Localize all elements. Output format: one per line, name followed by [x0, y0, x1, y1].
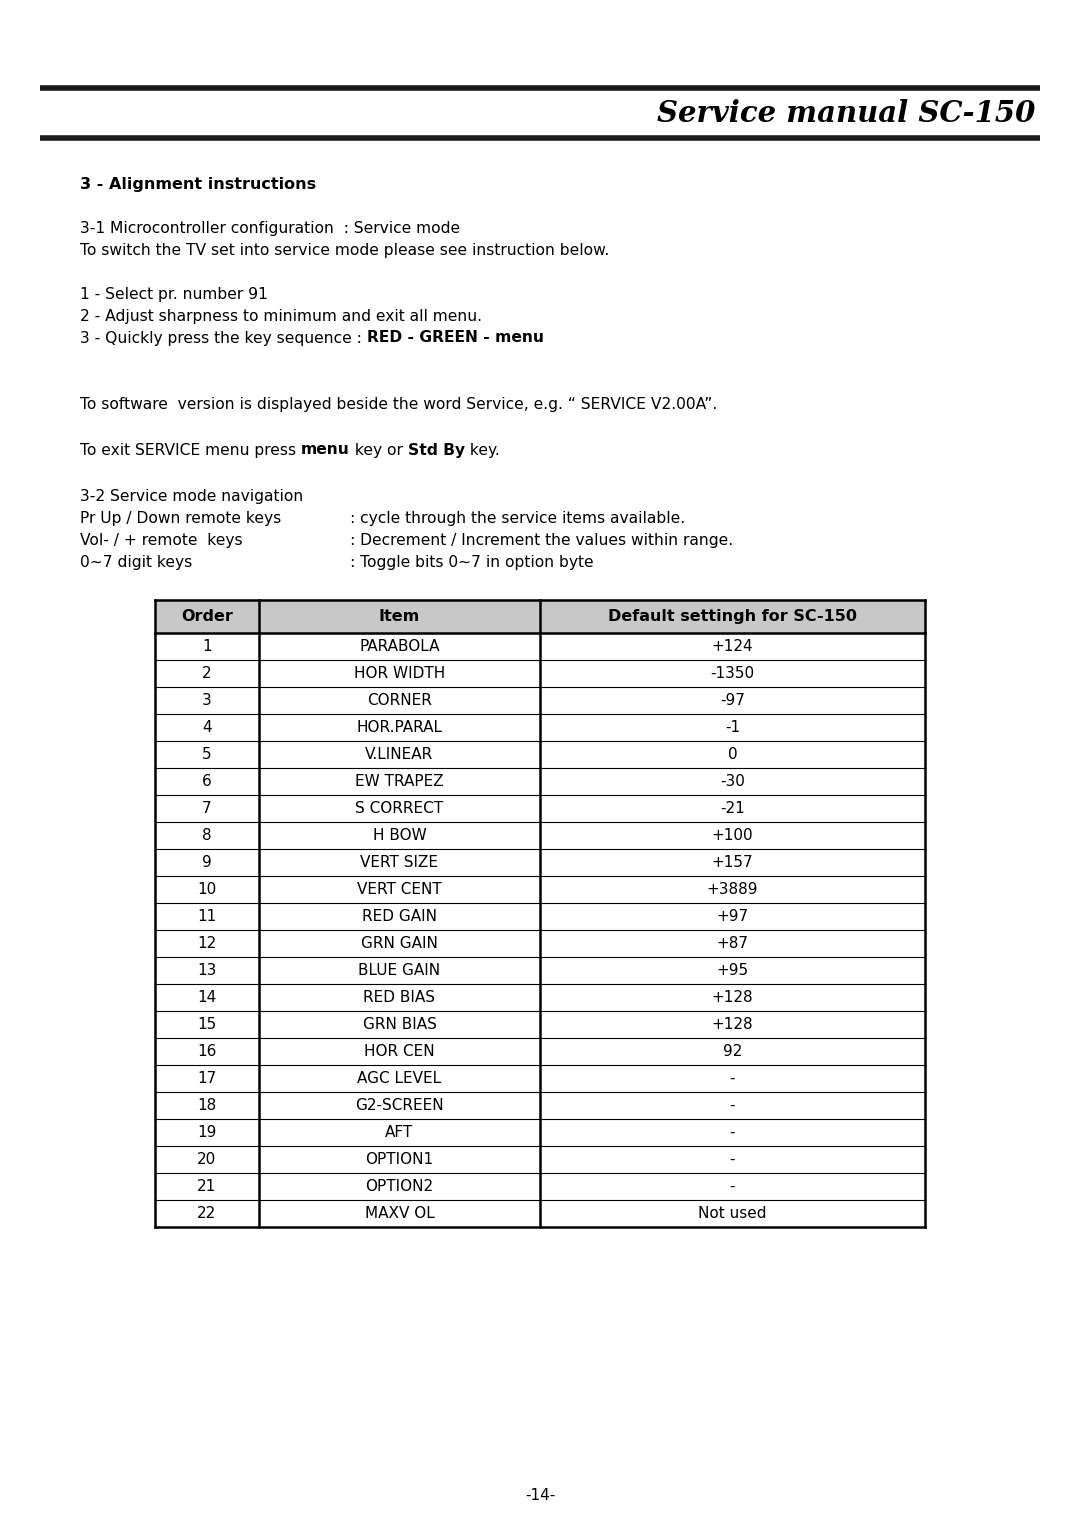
Text: -: - [730, 1125, 735, 1140]
Text: 17: 17 [198, 1071, 217, 1087]
Text: H BOW: H BOW [373, 829, 427, 842]
Text: 22: 22 [198, 1206, 217, 1221]
Text: -: - [730, 1099, 735, 1112]
Text: OPTION2: OPTION2 [365, 1180, 433, 1193]
Text: HOR CEN: HOR CEN [364, 1044, 435, 1059]
Text: 15: 15 [198, 1016, 217, 1032]
Text: To software  version is displayed beside the word Service, e.g. “ SERVICE V2.00A: To software version is displayed beside … [80, 397, 717, 412]
Text: RED GAIN: RED GAIN [362, 909, 437, 925]
Text: key.: key. [464, 443, 499, 458]
Text: AFT: AFT [386, 1125, 414, 1140]
Text: +128: +128 [712, 990, 754, 1006]
Text: EW TRAPEZ: EW TRAPEZ [355, 774, 444, 789]
Text: HOR WIDTH: HOR WIDTH [354, 665, 445, 681]
Text: 19: 19 [198, 1125, 217, 1140]
Text: Std By: Std By [407, 443, 464, 458]
Text: +3889: +3889 [706, 882, 758, 897]
Text: -: - [730, 1180, 735, 1193]
Text: AGC LEVEL: AGC LEVEL [357, 1071, 442, 1087]
Text: -1350: -1350 [711, 665, 755, 681]
Text: 5: 5 [202, 748, 212, 761]
Text: -30: -30 [720, 774, 745, 789]
Text: -1: -1 [725, 720, 740, 736]
Text: -21: -21 [720, 801, 745, 816]
Text: +128: +128 [712, 1016, 754, 1032]
Text: 9: 9 [202, 855, 212, 870]
Text: GRN BIAS: GRN BIAS [363, 1016, 436, 1032]
Text: 4: 4 [202, 720, 212, 736]
Text: To switch the TV set into service mode please see instruction below.: To switch the TV set into service mode p… [80, 243, 609, 258]
Text: 0~7 digit keys: 0~7 digit keys [80, 554, 192, 569]
Text: G2-SCREEN: G2-SCREEN [355, 1099, 444, 1112]
Text: 6: 6 [202, 774, 212, 789]
Text: 3 - Alignment instructions: 3 - Alignment instructions [80, 177, 316, 192]
Text: Vol- / + remote  keys: Vol- / + remote keys [80, 533, 243, 548]
Text: Service manual SC-150: Service manual SC-150 [657, 99, 1035, 128]
Text: HOR.PARAL: HOR.PARAL [356, 720, 443, 736]
Text: 10: 10 [198, 882, 217, 897]
Text: 18: 18 [198, 1099, 217, 1112]
Text: OPTION1: OPTION1 [365, 1152, 433, 1167]
Text: 21: 21 [198, 1180, 217, 1193]
Text: 12: 12 [198, 935, 217, 951]
Text: : cycle through the service items available.: : cycle through the service items availa… [350, 511, 685, 525]
Text: -14-: -14- [525, 1488, 555, 1503]
Text: +100: +100 [712, 829, 754, 842]
Text: 14: 14 [198, 990, 217, 1006]
Text: : Toggle bits 0~7 in option byte: : Toggle bits 0~7 in option byte [350, 554, 594, 569]
Text: 3-2 Service mode navigation: 3-2 Service mode navigation [80, 488, 303, 504]
Text: MAXV OL: MAXV OL [365, 1206, 434, 1221]
Text: Not used: Not used [699, 1206, 767, 1221]
Text: +97: +97 [716, 909, 748, 925]
Text: CORNER: CORNER [367, 693, 432, 708]
Text: PARABOLA: PARABOLA [360, 639, 440, 655]
Text: Item: Item [379, 609, 420, 624]
Text: Pr Up / Down remote keys: Pr Up / Down remote keys [80, 511, 281, 525]
Text: 7: 7 [202, 801, 212, 816]
Text: To exit SERVICE menu press: To exit SERVICE menu press [80, 443, 301, 458]
Text: 1: 1 [202, 639, 212, 655]
Text: 16: 16 [198, 1044, 217, 1059]
Text: +87: +87 [716, 935, 748, 951]
Text: key or: key or [350, 443, 407, 458]
Text: 0: 0 [728, 748, 738, 761]
Text: 3-1 Microcontroller configuration  : Service mode: 3-1 Microcontroller configuration : Serv… [80, 220, 460, 235]
Text: +124: +124 [712, 639, 754, 655]
Text: GRN GAIN: GRN GAIN [361, 935, 437, 951]
Text: +95: +95 [716, 963, 748, 978]
Text: 11: 11 [198, 909, 217, 925]
Text: Order: Order [181, 609, 233, 624]
Text: VERT SIZE: VERT SIZE [361, 855, 438, 870]
Text: 1 - Select pr. number 91: 1 - Select pr. number 91 [80, 287, 268, 302]
Text: menu: menu [301, 443, 350, 458]
Text: 3: 3 [202, 693, 212, 708]
Text: 2: 2 [202, 665, 212, 681]
Text: RED - GREEN - menu: RED - GREEN - menu [367, 331, 543, 345]
Text: BLUE GAIN: BLUE GAIN [359, 963, 441, 978]
Text: 13: 13 [198, 963, 217, 978]
Text: V.LINEAR: V.LINEAR [365, 748, 433, 761]
Text: : Decrement / Increment the values within range.: : Decrement / Increment the values withi… [350, 533, 733, 548]
Text: +157: +157 [712, 855, 754, 870]
Text: VERT CENT: VERT CENT [357, 882, 442, 897]
Text: 92: 92 [723, 1044, 742, 1059]
Text: -: - [730, 1152, 735, 1167]
Text: 20: 20 [198, 1152, 217, 1167]
Text: S CORRECT: S CORRECT [355, 801, 444, 816]
Text: -97: -97 [720, 693, 745, 708]
Text: 2 - Adjust sharpness to minimum and exit all menu.: 2 - Adjust sharpness to minimum and exit… [80, 308, 482, 324]
Bar [156, 600, 924, 633]
Text: 8: 8 [202, 829, 212, 842]
Text: 3 - Quickly press the key sequence :: 3 - Quickly press the key sequence : [80, 331, 367, 345]
Text: Default settingh for SC-150: Default settingh for SC-150 [608, 609, 858, 624]
Text: RED BIAS: RED BIAS [364, 990, 435, 1006]
Text: -: - [730, 1071, 735, 1087]
